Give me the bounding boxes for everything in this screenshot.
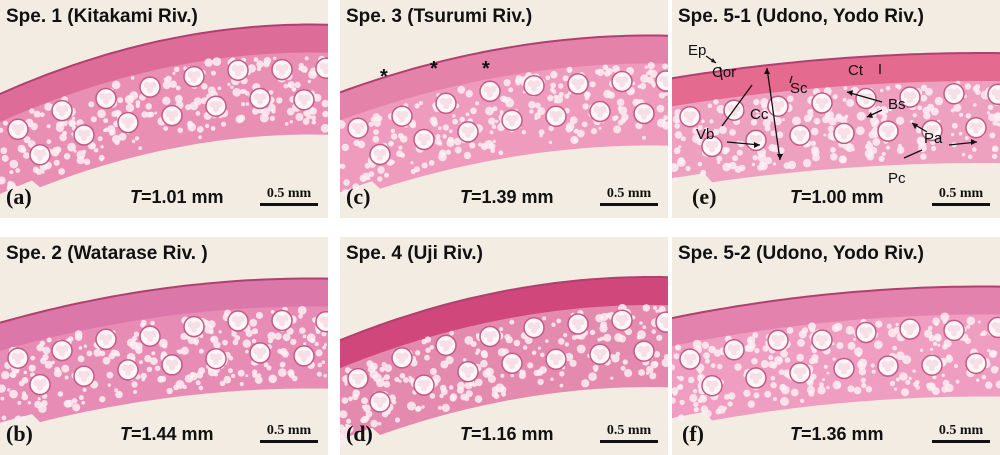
tissue-image-d	[340, 276, 668, 445]
thickness-label: T=1.16 mm	[460, 424, 554, 444]
scale-bar: 0.5 mm	[260, 187, 318, 206]
label-bs: Bs	[888, 96, 906, 113]
cavity-marker: *	[482, 58, 490, 80]
panel-title: Spe. 1 (Kitakami Riv.)	[6, 6, 198, 27]
label-cc: Cc	[750, 106, 769, 123]
panel-letter: (f)	[682, 421, 704, 446]
thickness-label: T=1.00 mm	[790, 187, 884, 207]
panel-letter: (e)	[692, 184, 717, 209]
label-ct: Ct	[848, 62, 863, 79]
label-pa: Pa	[924, 130, 943, 147]
tissue-image-b	[0, 277, 328, 427]
panel-letter: (d)	[346, 421, 373, 446]
tissue-image-f	[672, 285, 1000, 422]
tissue-image-c	[340, 34, 668, 196]
panel-title: Spe. 5-2 (Udono, Yodo Riv.)	[678, 243, 924, 264]
label-ep: Ep	[688, 42, 707, 59]
panel-a: Spe. 1 (Kitakami Riv.) (a) T=1.01 mm 0.5…	[0, 0, 328, 218]
scale-bar: 0.5 mm	[932, 187, 990, 206]
thickness-label: T=1.01 mm	[130, 187, 224, 207]
cavity-marker: *	[380, 66, 388, 88]
panel-b: Spe. 2 (Watarase Riv. ) (b) T=1.44 mm 0.…	[0, 237, 328, 455]
panel-title: Spe. 5-1 (Udono, Yodo Riv.)	[678, 6, 924, 27]
panel-title: Spe. 3 (Tsurumi Riv.)	[346, 6, 533, 27]
panel-title: Spe. 4 (Uji Riv.)	[346, 243, 483, 264]
scale-bar: 0.5 mm	[600, 187, 658, 206]
tissue-image-e	[672, 52, 1000, 183]
panel-e: Spe. 5-1 (Udono, Yodo Riv.) Ep Cor Cc Sc…	[672, 0, 1000, 218]
cavity-marker: *	[430, 58, 438, 80]
thickness-label: T=1.44 mm	[120, 424, 214, 444]
panel-letter: (b)	[6, 421, 33, 446]
panel-c: Spe. 3 (Tsurumi Riv.) * * * (c) T=1.39 m…	[340, 0, 668, 218]
panel-letter: (a)	[6, 184, 32, 209]
label-pc: Pc	[888, 170, 906, 187]
thickness-label: T=1.36 mm	[790, 424, 884, 444]
thickness-label: T=1.39 mm	[460, 187, 554, 207]
scale-bar: 0.5 mm	[600, 424, 658, 443]
label-sc: Sc	[790, 80, 808, 97]
scale-bar: 0.5 mm	[932, 424, 990, 443]
label-cor: Cor	[712, 64, 737, 81]
panel-title: Spe. 2 (Watarase Riv. )	[6, 243, 208, 264]
annotation-arrows	[705, 55, 978, 161]
panel-letter: (c)	[346, 184, 371, 209]
panel-f: Spe. 5-2 (Udono, Yodo Riv.) (f) T=1.36 m…	[672, 237, 1000, 455]
label-vb: Vb	[696, 126, 715, 143]
scale-bar: 0.5 mm	[260, 424, 318, 443]
tissue-image-a	[0, 23, 328, 194]
panel-d: Spe. 4 (Uji Riv.) (d) T=1.16 mm 0.5 mm	[340, 237, 668, 455]
